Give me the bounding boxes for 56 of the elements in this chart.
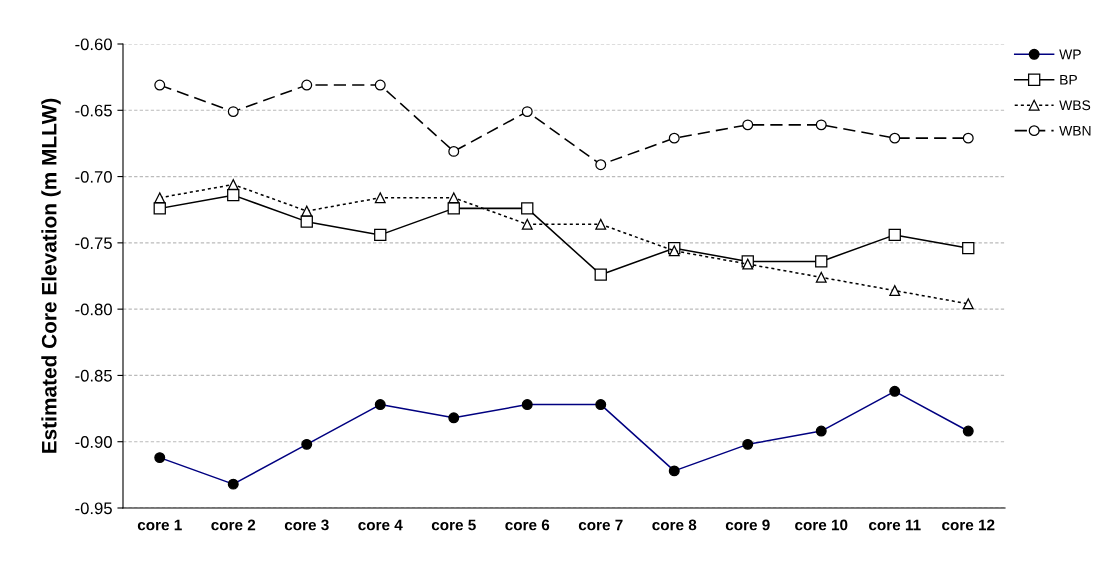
y-tick-label: -0.80 <box>75 303 112 316</box>
x-tick-label: core 4 <box>358 519 403 531</box>
point <box>595 218 607 230</box>
point <box>595 159 607 171</box>
point <box>668 132 680 144</box>
x-tick-label: core 3 <box>284 519 329 531</box>
y-tick-label: -0.90 <box>75 436 112 448</box>
point <box>154 79 166 91</box>
x-tick-label: core 12 <box>942 519 995 531</box>
point <box>668 245 680 257</box>
point <box>962 241 975 255</box>
x-tick-label: core 10 <box>795 519 848 531</box>
point <box>301 205 313 217</box>
point <box>521 106 533 118</box>
point <box>889 285 901 297</box>
point <box>448 192 460 204</box>
x-tick-label: core 2 <box>211 519 256 531</box>
point <box>815 119 827 131</box>
point <box>153 202 166 215</box>
point <box>227 179 239 191</box>
point <box>594 268 607 281</box>
legend-label: WP <box>1059 49 1081 60</box>
legend-label: WBS <box>1059 100 1091 111</box>
x-tick-label: core 11 <box>869 519 921 531</box>
point <box>154 192 166 204</box>
point <box>521 218 533 230</box>
y-tick-label: -0.60 <box>75 38 112 51</box>
point <box>227 106 239 118</box>
x-tick-label: core 7 <box>578 519 623 531</box>
point <box>374 79 386 91</box>
point <box>447 202 460 215</box>
y-axis-title: Estimated Core Elevation (m MLLW) <box>41 98 61 453</box>
point <box>374 192 386 204</box>
y-tick-label: -0.95 <box>75 502 112 515</box>
x-tick-label: core 8 <box>652 519 697 531</box>
point <box>815 255 828 268</box>
y-tick-label: -0.70 <box>75 170 112 183</box>
point <box>521 202 534 215</box>
x-tick-label: core 6 <box>505 519 550 531</box>
legend-label: WBN <box>1059 125 1091 136</box>
point <box>962 132 974 144</box>
legend-label: BP <box>1060 75 1077 85</box>
point <box>448 145 460 157</box>
point <box>888 228 901 242</box>
y-tick-label: -0.65 <box>75 104 112 117</box>
point <box>301 79 313 91</box>
point <box>962 298 974 310</box>
y-tick-label: -0.75 <box>75 237 112 250</box>
point <box>815 271 827 283</box>
y-tick-label: -0.85 <box>75 369 112 382</box>
x-tick-label: core 1 <box>137 519 182 531</box>
point <box>742 119 754 131</box>
x-tick-label: core 9 <box>725 519 770 531</box>
point <box>374 228 387 242</box>
point <box>889 132 901 144</box>
x-tick-label: core 5 <box>431 519 476 531</box>
